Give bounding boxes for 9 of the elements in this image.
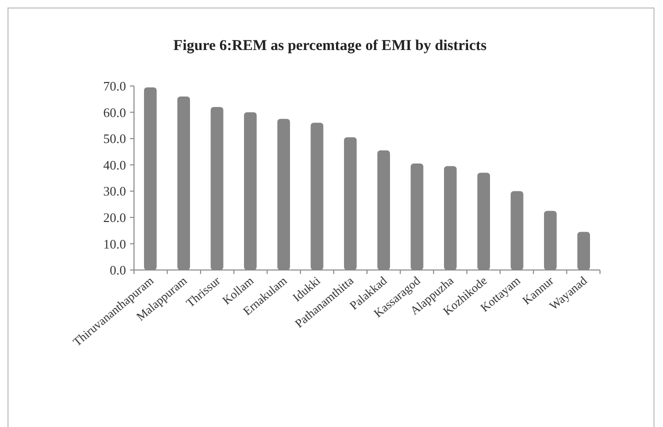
y-tick-label: 0.0 [110, 262, 126, 278]
y-tick-label: 50.0 [103, 131, 126, 146]
y-tick-label: 20.0 [103, 210, 126, 225]
y-tick-label: 40.0 [103, 157, 126, 172]
y-tick-label: 30.0 [103, 184, 126, 199]
y-tick-label: 60.0 [103, 104, 126, 120]
y-tick-label: 70.0 [103, 78, 126, 94]
y-tick-label: 10.0 [103, 236, 126, 252]
chart-title: Figure 6:REM as percemtage of EMI by districts [173, 38, 487, 54]
